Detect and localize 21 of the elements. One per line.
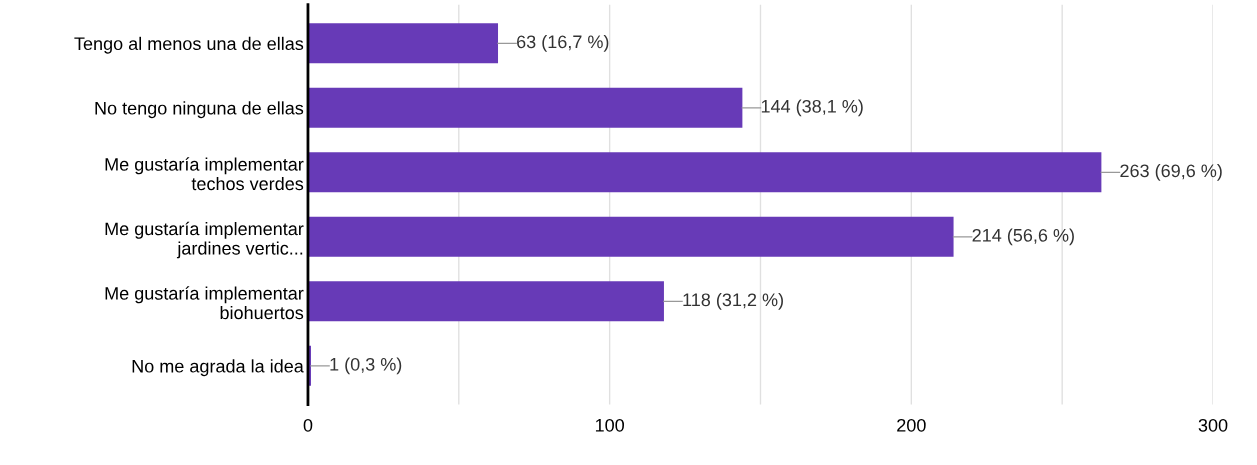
bar: [307, 281, 664, 322]
data-label: 1 (0,3 %): [330, 357, 402, 375]
bar: [307, 23, 499, 64]
x-tick-label: 300: [1198, 418, 1228, 432]
y-tick-label: No tengo ninguna de ellas: [95, 101, 304, 119]
data-label: 144 (38,1 %): [761, 99, 863, 117]
y-tick-label: Tengo al menos una de ellas: [74, 36, 304, 54]
y-tick-label: Me gustaría implementar techos verdes: [105, 157, 304, 191]
x-tick-label: 0: [303, 418, 313, 432]
y-tick-label: No me agrada la idea: [132, 359, 304, 377]
data-label: 263 (69,6 %): [1120, 163, 1222, 181]
x-tick-label: 200: [897, 418, 926, 432]
y-tick-label: Me gustaría implementar jardines vertic...: [105, 221, 304, 259]
x-tick-label: 100: [595, 418, 624, 432]
bar: [307, 152, 1102, 193]
data-label: 63 (16,7 %): [517, 34, 609, 52]
data-label: 118 (31,2 %): [683, 292, 783, 310]
data-label: 214 (56,6 %): [972, 228, 1074, 246]
bar: [307, 216, 954, 257]
bar: [307, 87, 743, 128]
y-tick-label: Me gustaría implementar biohuertos: [105, 286, 304, 320]
